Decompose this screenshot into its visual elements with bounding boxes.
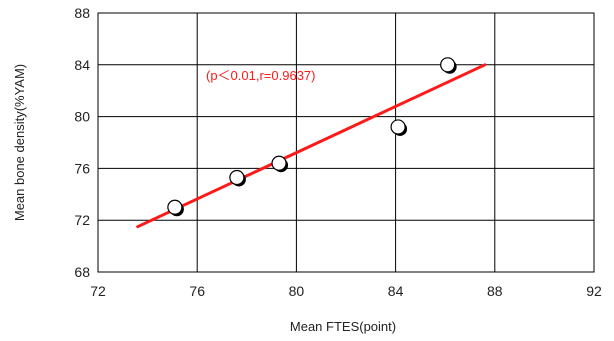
- y-axis-label: Mean bone density(%YAM): [12, 64, 27, 221]
- data-point: [440, 57, 457, 74]
- data-point-marker: [229, 169, 245, 186]
- data-point: [229, 169, 246, 187]
- points-layer: [167, 57, 457, 217]
- x-tick-labels: 72 76 80 84 88 92: [90, 283, 602, 299]
- y-tick-label: 72: [74, 212, 90, 228]
- trendline-layer: [136, 63, 487, 229]
- data-point-marker: [167, 199, 183, 215]
- y-tick-labels: 68 72 76 80 84 88: [74, 5, 90, 280]
- data-point: [271, 155, 289, 173]
- data-point-marker: [271, 155, 287, 171]
- data-point-marker: [390, 119, 406, 135]
- correlation-annotation: (p＜0.01,r=0.9637): [206, 68, 316, 83]
- plot-frame: [97, 12, 595, 273]
- grid: [97, 12, 595, 273]
- x-axis-label: Mean FTES(point): [290, 319, 396, 334]
- x-tick-label: 76: [189, 283, 205, 299]
- x-tick-label: 72: [90, 283, 106, 299]
- x-tick-label: 80: [289, 283, 305, 299]
- x-tick-label: 92: [586, 283, 602, 299]
- y-tick-label: 84: [74, 57, 90, 73]
- x-tick-label: 88: [487, 283, 503, 299]
- data-point: [390, 119, 408, 136]
- y-tick-label: 68: [74, 264, 90, 280]
- data-point-marker: [440, 57, 456, 73]
- y-tick-label: 80: [74, 109, 90, 125]
- y-tick-label: 88: [74, 5, 90, 21]
- y-tick-label: 76: [74, 160, 90, 176]
- x-tick-label: 84: [388, 283, 404, 299]
- trendline: [136, 63, 487, 229]
- data-point: [167, 199, 184, 217]
